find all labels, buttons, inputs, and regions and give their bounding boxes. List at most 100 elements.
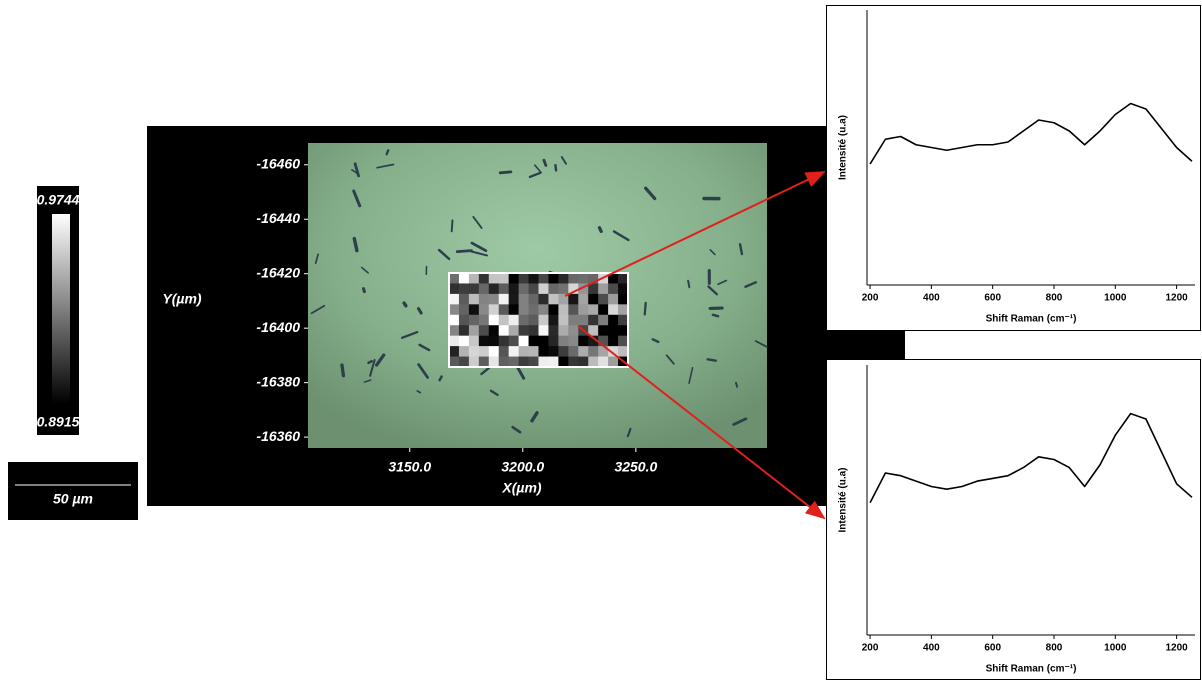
x-tick-label: 400	[923, 293, 940, 304]
roi-cell	[608, 356, 619, 368]
roi-cell	[598, 314, 609, 326]
particle	[735, 381, 739, 388]
roi-cell	[548, 283, 559, 295]
particle	[340, 363, 346, 378]
roi-cell	[488, 356, 500, 368]
roi-cell	[608, 293, 619, 305]
roi-cell	[558, 283, 569, 295]
roi-cell	[528, 346, 539, 358]
roi-cell	[558, 356, 569, 368]
roi-cell	[498, 283, 510, 295]
roi-cell	[568, 304, 579, 316]
roi-cell	[528, 314, 539, 326]
roi-cell	[588, 273, 599, 284]
particle	[374, 353, 386, 367]
roi-cell	[568, 293, 579, 305]
roi-cell	[518, 335, 530, 347]
roi-cell	[538, 293, 549, 305]
roi-cell	[449, 273, 460, 284]
roi-cell	[458, 335, 470, 347]
roi-cell	[588, 356, 599, 368]
y-tick-label: -16440	[256, 210, 300, 226]
particle	[385, 149, 390, 156]
particle	[376, 163, 395, 169]
roi-cell	[468, 335, 480, 347]
particle	[554, 164, 558, 172]
roi-cell	[608, 325, 619, 337]
roi-cell	[568, 273, 579, 284]
roi-cell	[478, 283, 490, 295]
roi-cell	[598, 304, 609, 316]
roi-cell	[568, 314, 579, 326]
roi-cell	[468, 356, 480, 368]
roi-cell	[548, 356, 559, 368]
roi-cell	[618, 325, 629, 337]
colorbar-min: 0.8915	[37, 414, 80, 430]
y-tick-label: -16420	[256, 264, 300, 280]
roi-cell	[548, 314, 559, 326]
roi-map	[449, 273, 629, 368]
roi-cell	[588, 314, 599, 326]
scale-bar-panel	[8, 462, 138, 520]
roi-cell	[518, 283, 530, 295]
roi-cell	[498, 314, 510, 326]
colorbar-max: 0.9744	[37, 192, 80, 208]
roi-cell	[458, 273, 470, 284]
roi-cell	[468, 293, 480, 305]
particle	[360, 266, 369, 274]
x-tick-label: 1000	[1104, 643, 1127, 654]
roi-cell	[449, 304, 460, 316]
particle	[542, 158, 548, 167]
roi-cell	[488, 346, 500, 358]
x-axis-label: Shift Raman (cm⁻¹)	[986, 314, 1077, 325]
roi-cell	[578, 335, 589, 347]
arrow	[577, 325, 826, 520]
roi-cell	[468, 325, 480, 337]
roi-cell	[588, 346, 599, 358]
roi-cell	[608, 335, 619, 347]
roi-cell	[478, 346, 490, 358]
particle	[612, 230, 630, 242]
roi-cell	[538, 304, 549, 316]
roi-cell	[578, 283, 589, 295]
particle	[626, 427, 632, 438]
roi-cell	[508, 335, 520, 347]
particle	[706, 358, 717, 362]
x-axis-label: X(µm)	[501, 480, 542, 496]
particle	[470, 241, 488, 253]
roi-cell	[478, 356, 490, 368]
particle	[352, 236, 359, 253]
particle	[418, 343, 431, 352]
roi-cell	[608, 346, 619, 358]
roi-cell	[548, 335, 559, 347]
roi-cell	[488, 293, 500, 305]
roi-cell	[518, 273, 530, 284]
roi-cell	[558, 293, 569, 305]
colorbar	[52, 214, 70, 404]
roi-cell	[458, 325, 470, 337]
roi-cell	[518, 314, 530, 326]
roi-cell	[538, 346, 549, 358]
particle	[352, 189, 362, 208]
roi-cell	[598, 335, 609, 347]
roi-cell	[538, 283, 549, 295]
roi-cell	[528, 335, 539, 347]
roi-cell	[618, 335, 629, 347]
x-tick-label: 1200	[1165, 293, 1188, 304]
roi-cell	[578, 346, 589, 358]
roi-cell	[508, 314, 520, 326]
roi-cell	[568, 283, 579, 295]
roi-cell	[478, 293, 490, 305]
roi-cell	[478, 304, 490, 316]
roi-cell	[598, 325, 609, 337]
particle	[732, 417, 748, 426]
roi-cell	[578, 356, 589, 368]
roi-cell	[588, 283, 599, 295]
roi-cell	[538, 325, 549, 337]
particle	[717, 279, 728, 286]
spectrum-frame	[826, 5, 1201, 331]
particle	[437, 248, 451, 261]
roi-cell	[498, 356, 510, 368]
roi-cell	[528, 273, 539, 284]
